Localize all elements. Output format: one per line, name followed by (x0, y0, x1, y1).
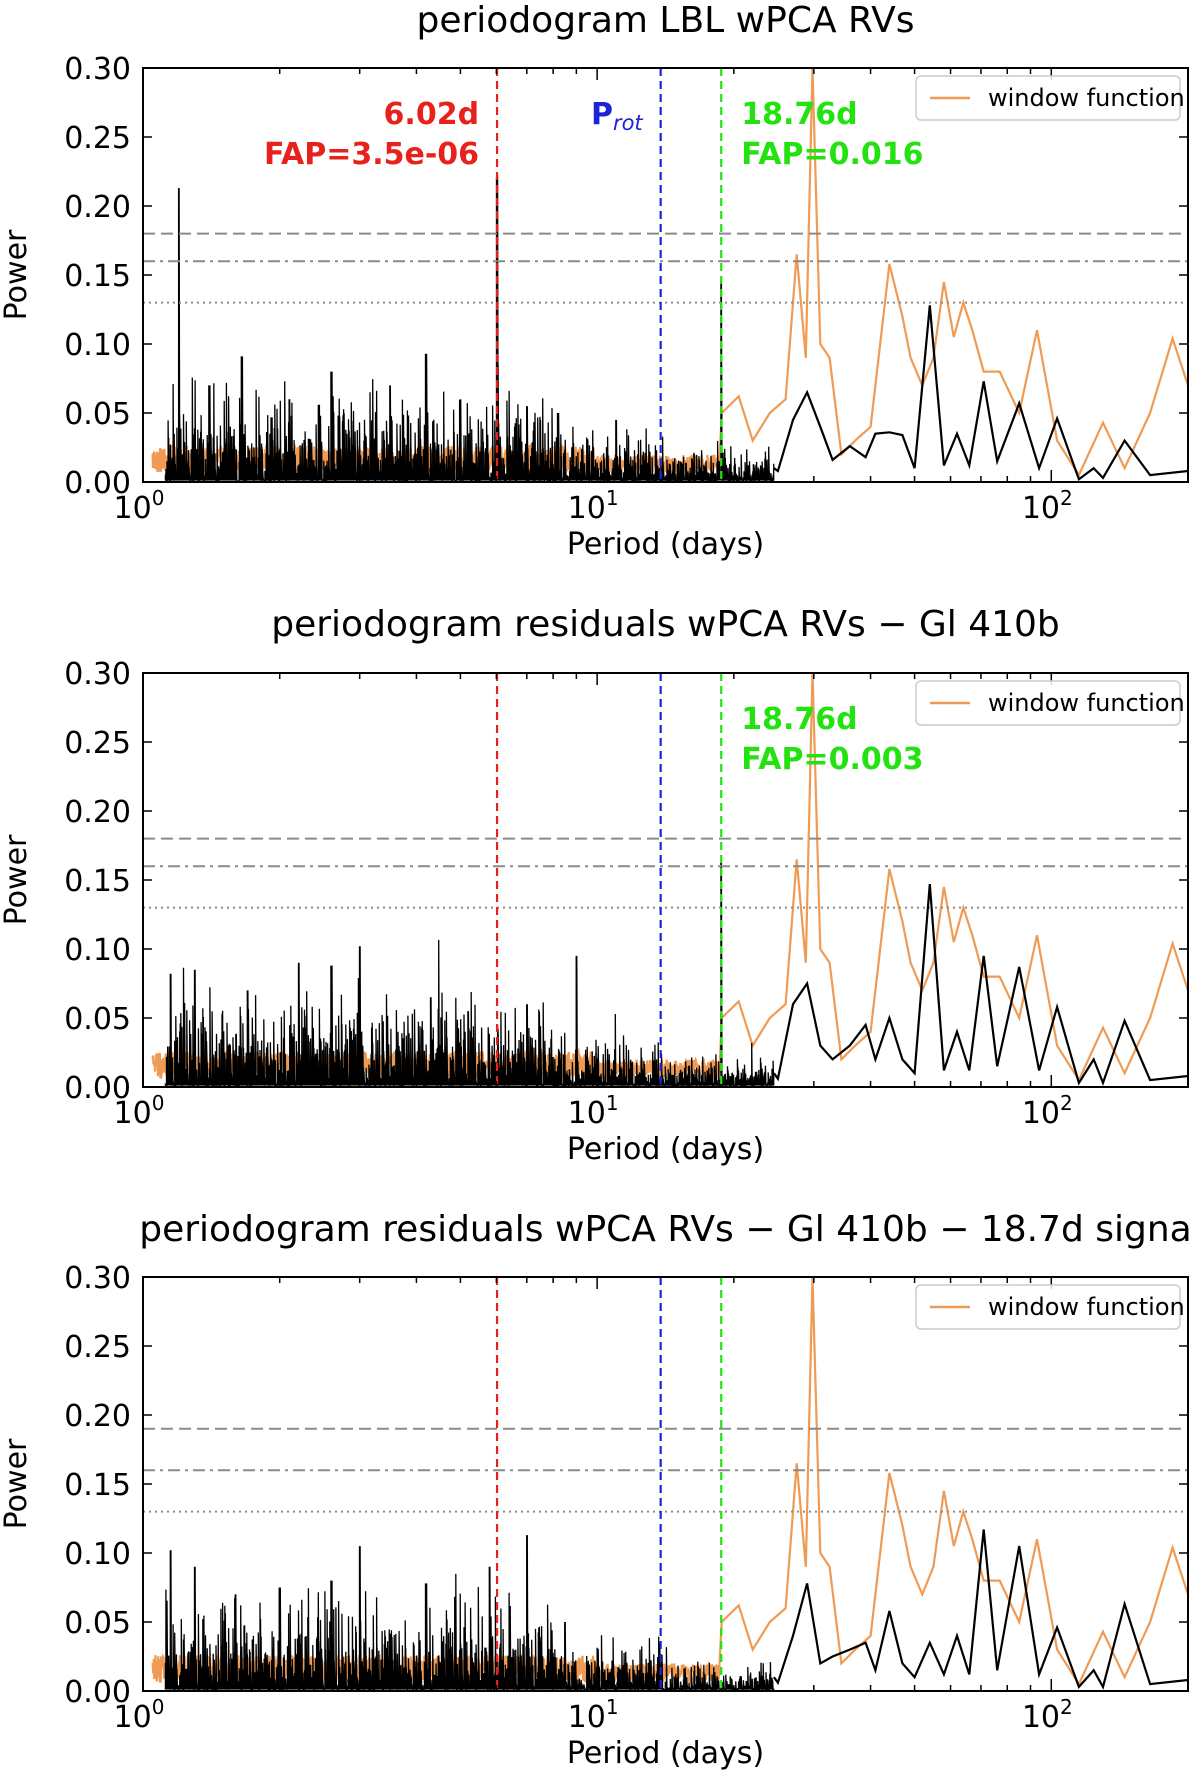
panel-2: periodogram residuals wPCA RVs − Gl 410b… (0, 604, 1189, 1167)
p1-y-tick-label: 0.25 (64, 121, 131, 156)
p2-x-tick-base: 10 (114, 1096, 152, 1131)
p3-x-tick-label: 102 (1022, 1695, 1073, 1735)
p1-y-axis-label: Power (0, 229, 34, 320)
p1-annotation-red-period: 6.02d (384, 97, 480, 132)
p2-y-tick-label: 0.10 (64, 933, 131, 968)
p1-x-tick-label: 102 (1022, 486, 1073, 526)
p3-legend-label: window function (988, 1293, 1185, 1321)
p1-x-tick-label: 100 (114, 486, 165, 526)
p3-x-tick-base: 10 (1022, 1700, 1060, 1735)
p2-chart-title: periodogram residuals wPCA RVs − Gl 410b (271, 604, 1060, 645)
p1-x-tick-exp: 2 (1060, 486, 1073, 510)
p2-x-tick-label: 101 (568, 1091, 619, 1131)
p3-x-tick-label: 101 (568, 1695, 619, 1735)
p2-x-tick-label: 102 (1022, 1091, 1073, 1131)
p2-annotation-green-period: 18.76d (741, 702, 857, 737)
p2-y-tick-label: 0.25 (64, 726, 131, 761)
p1-annotation-red-fap: FAP=3.5e-06 (264, 137, 479, 172)
p3-rv-periodogram-noise (164, 1535, 775, 1691)
p2-y-tick-label: 0.30 (64, 657, 131, 692)
p2-annotation-green-fap: FAP=0.003 (741, 742, 923, 777)
p1-chart-title: periodogram LBL wPCA RVs (417, 0, 915, 41)
p3-rv-periodogram-line (773, 1529, 1188, 1690)
p3-x-tick-exp: 1 (606, 1695, 619, 1719)
p1-rv-periodogram-line (773, 305, 1188, 481)
p2-window-function-line (151, 673, 1188, 1083)
p1-window-function-line (151, 68, 1188, 478)
p1-legend-box (915, 75, 1181, 121)
p3-y-tick-label: 0.10 (64, 1537, 131, 1572)
p3-y-tick-label: 0.05 (64, 1606, 131, 1641)
p1-y-tick-label: 0.05 (64, 397, 131, 432)
p2-rv-periodogram-line (773, 884, 1188, 1087)
p2-x-tick-exp: 2 (1060, 1091, 1073, 1115)
p1-x-tick-base: 10 (1022, 491, 1060, 526)
p3-y-axis-label: Power (0, 1438, 34, 1529)
p2-x-tick-exp: 0 (152, 1091, 165, 1115)
p1-x-tick-base: 10 (114, 491, 152, 526)
p3-x-tick-label: 100 (114, 1695, 165, 1735)
p2-y-axis-label: Power (0, 834, 34, 925)
p3-x-tick-exp: 2 (1060, 1695, 1073, 1719)
p2-plot-area (143, 673, 1188, 1087)
p1-prot-label-sub: rot (613, 111, 643, 135)
p1-prot-label: Prot (591, 97, 643, 135)
p1-x-tick-base: 10 (568, 491, 606, 526)
p3-x-tick-base: 10 (114, 1700, 152, 1735)
p1-x-axis-label: Period (days) (567, 527, 764, 562)
p1-x-tick-exp: 1 (606, 486, 619, 510)
p2-legend-label: window function (988, 689, 1185, 717)
p2-x-tick-base: 10 (1022, 1096, 1060, 1131)
p1-axes-frame (142, 67, 1189, 483)
p3-y-tick-label: 0.15 (64, 1468, 131, 1503)
p3-y-tick-label: 0.30 (64, 1261, 131, 1296)
p2-y-tick-label: 0.05 (64, 1002, 131, 1037)
p1-plot-area (143, 68, 1188, 482)
p1-y-tick-label: 0.00 (64, 466, 131, 501)
p3-plot-area (143, 1277, 1188, 1691)
p1-y-tick-label: 0.20 (64, 190, 131, 225)
p3-y-tick-label: 0.00 (64, 1675, 131, 1710)
p1-y-tick-label: 0.10 (64, 328, 131, 363)
p3-legend-box (915, 1284, 1181, 1330)
p2-y-tick-label: 0.00 (64, 1071, 131, 1106)
p3-x-axis-label: Period (days) (567, 1736, 764, 1771)
p2-y-tick-label: 0.15 (64, 864, 131, 899)
p2-x-tick-exp: 1 (606, 1091, 619, 1115)
p3-legend: window function (915, 1284, 1185, 1330)
p1-annotation-green-fap: FAP=0.016 (741, 137, 923, 172)
p2-x-axis-label: Period (days) (567, 1132, 764, 1167)
p3-y-tick-label: 0.20 (64, 1399, 131, 1434)
p2-rv-periodogram-noise (164, 862, 775, 1087)
p2-x-tick-base: 10 (568, 1096, 606, 1131)
p3-x-tick-base: 10 (568, 1700, 606, 1735)
p2-legend: window function (915, 680, 1185, 726)
p1-y-tick-label: 0.30 (64, 52, 131, 87)
p1-x-tick-label: 101 (568, 486, 619, 526)
p3-x-tick-exp: 0 (152, 1695, 165, 1719)
p1-legend: window function (915, 75, 1185, 121)
p2-y-tick-label: 0.20 (64, 795, 131, 830)
p1-rv-periodogram-noise (164, 176, 775, 482)
panel-1: periodogram LBL wPCA RVs 6.02d FAP=3.5e-06… (0, 0, 1189, 562)
p3-y-tick-label: 0.25 (64, 1330, 131, 1365)
p1-annotation-green-period: 18.76d (741, 97, 857, 132)
p1-prot-label-main: P (591, 97, 613, 132)
panel-3: periodogram residuals wPCA RVs − Gl 410b… (0, 1209, 1192, 1771)
p1-x-tick-exp: 0 (152, 486, 165, 510)
p3-chart-title: periodogram residuals wPCA RVs − Gl 410b… (139, 1209, 1192, 1250)
p1-y-tick-label: 0.15 (64, 259, 131, 294)
p2-x-tick-label: 100 (114, 1091, 165, 1131)
p1-legend-label: window function (988, 84, 1185, 112)
p2-legend-box (915, 680, 1181, 726)
